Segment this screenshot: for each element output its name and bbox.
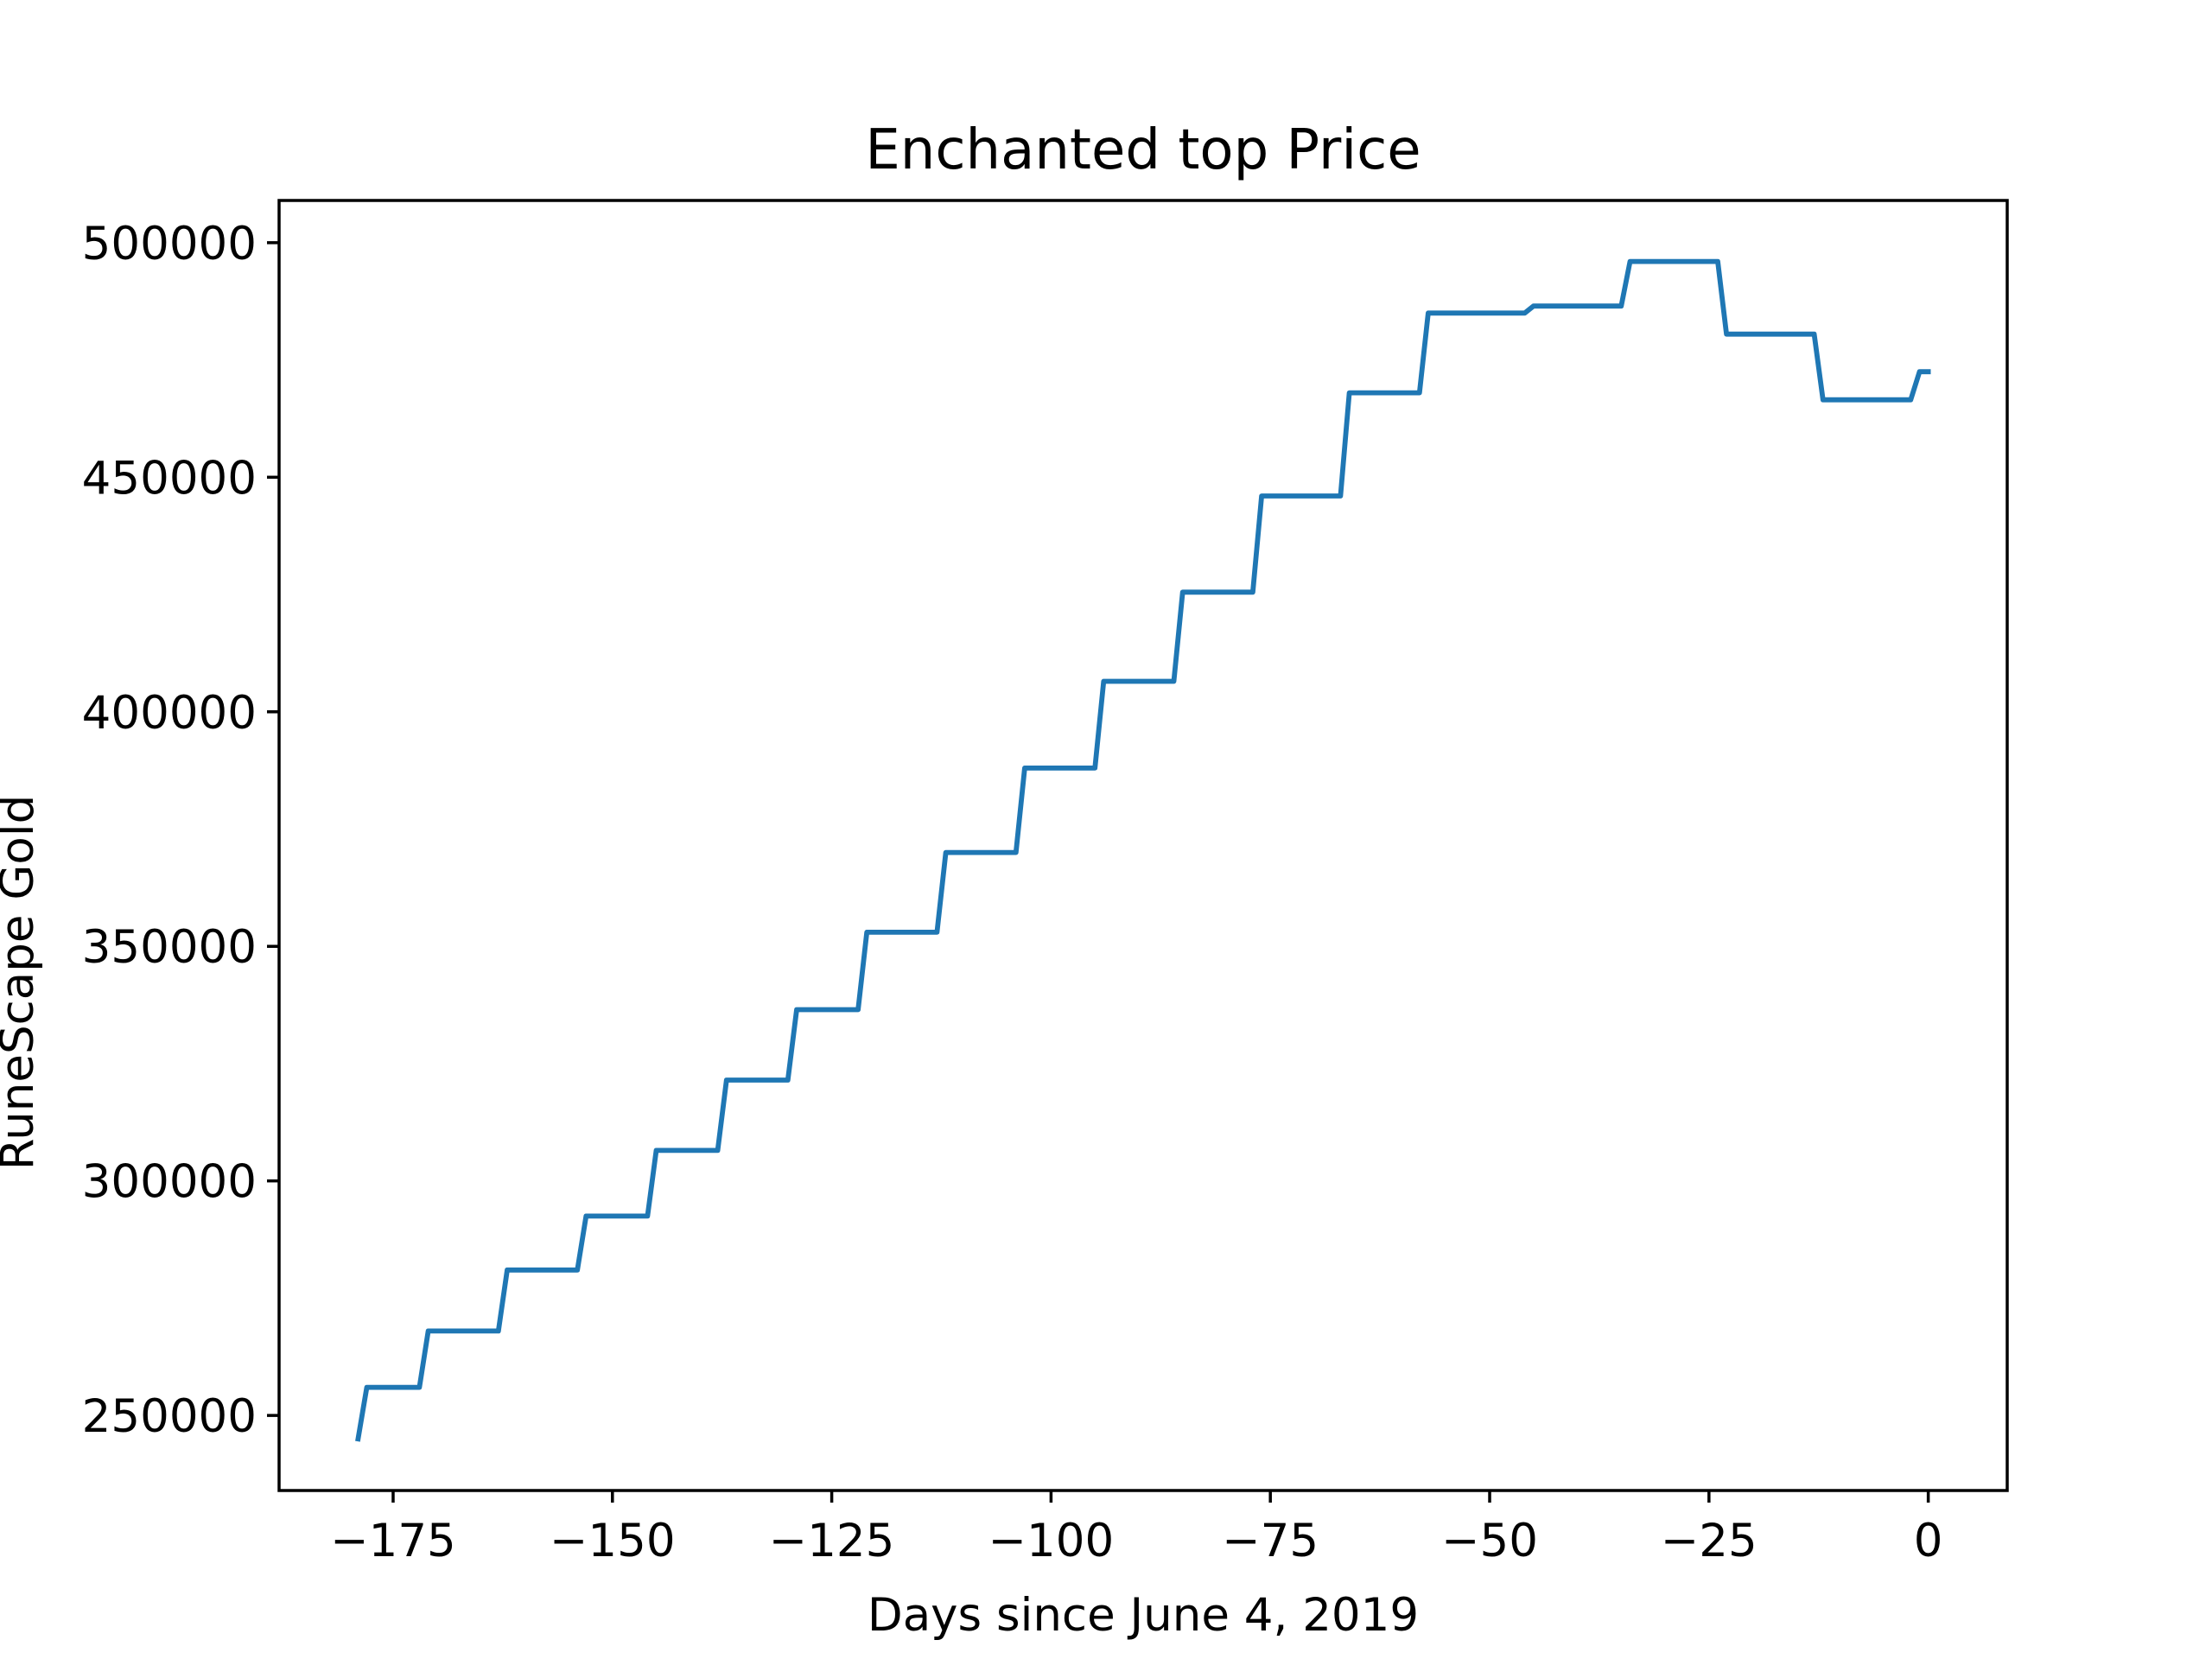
x-tick-label: −75 <box>1222 1515 1319 1567</box>
x-tick-label: −175 <box>330 1515 456 1567</box>
price-line <box>355 258 1931 1442</box>
x-tick-label: −25 <box>1661 1515 1758 1567</box>
y-tick-label: 450000 <box>82 452 257 505</box>
x-tick-label: 0 <box>1914 1515 1943 1567</box>
y-axis: 250000 300000 350000 400000 450000 500000 <box>82 218 279 1443</box>
x-tick-label: −100 <box>988 1515 1115 1567</box>
y-axis-label: RuneScape Gold <box>0 795 44 1170</box>
y-tick-label: 500000 <box>82 218 257 270</box>
x-axis-label: Days since June 4, 2019 <box>868 1589 1419 1642</box>
x-tick-label: −150 <box>550 1515 676 1567</box>
x-tick-label: −50 <box>1441 1515 1538 1567</box>
x-axis: −175 −150 −125 −100 −75 −50 −25 0 <box>330 1491 1942 1567</box>
y-tick-label: 400000 <box>82 687 257 740</box>
chart-title: Enchanted top Price <box>865 118 1421 182</box>
plot-frame <box>277 199 2009 1492</box>
x-tick-label: −125 <box>769 1515 895 1567</box>
y-tick-label: 250000 <box>82 1390 257 1443</box>
y-tick-label: 350000 <box>82 921 257 974</box>
y-tick-label: 300000 <box>82 1156 257 1209</box>
series-layer <box>355 258 1931 1442</box>
